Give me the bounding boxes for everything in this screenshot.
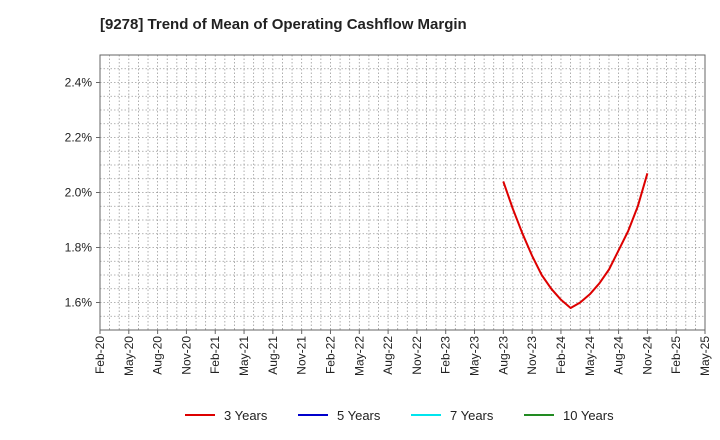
x-tick-label: May-21 bbox=[237, 336, 251, 376]
y-axis-ticks: 1.6% 1.8% 2.0% 2.2% 2.4% bbox=[65, 76, 100, 310]
x-tick-label: Feb-20 bbox=[93, 336, 107, 374]
x-tick-label: May-20 bbox=[122, 336, 136, 376]
legend-label-5-years: 5 Years bbox=[337, 408, 381, 423]
legend: 3 Years 5 Years 7 Years 10 Years bbox=[185, 408, 614, 423]
chart-title: [9278] Trend of Mean of Operating Cashfl… bbox=[100, 16, 467, 33]
x-tick-label: Feb-25 bbox=[669, 336, 683, 374]
x-tick-label: Aug-21 bbox=[266, 336, 280, 375]
x-tick-label: May-25 bbox=[698, 336, 712, 376]
x-tick-label: May-23 bbox=[468, 336, 482, 376]
x-tick-label: May-22 bbox=[352, 336, 366, 376]
y-tick-label: 1.8% bbox=[65, 241, 93, 255]
series-lines bbox=[502, 173, 649, 309]
x-tick-label: Aug-23 bbox=[496, 336, 510, 375]
legend-label-7-years: 7 Years bbox=[450, 408, 494, 423]
x-tick-label: Feb-23 bbox=[439, 336, 453, 374]
x-tick-label: Feb-24 bbox=[554, 336, 568, 374]
x-tick-label: May-24 bbox=[583, 336, 597, 376]
x-tick-label: Nov-22 bbox=[410, 336, 424, 375]
y-tick-label: 2.0% bbox=[65, 186, 93, 200]
x-tick-label: Aug-20 bbox=[151, 336, 165, 375]
x-axis-ticks: Feb-20 May-20 Aug-20 Nov-20 Feb-21 May-21 Aug-… bbox=[93, 330, 712, 376]
x-tick-label: Aug-24 bbox=[612, 336, 626, 375]
series-line-3-years bbox=[502, 173, 649, 309]
legend-label-10-years: 10 Years bbox=[563, 408, 614, 423]
grid-horizontal bbox=[100, 68, 705, 317]
y-tick-label: 2.2% bbox=[65, 131, 93, 145]
legend-label-3-years: 3 Years bbox=[224, 408, 268, 423]
x-tick-label: Nov-20 bbox=[179, 336, 193, 375]
x-tick-label: Feb-22 bbox=[323, 336, 337, 374]
x-tick-label: Nov-24 bbox=[640, 336, 654, 375]
x-tick-label: Aug-22 bbox=[381, 336, 395, 375]
y-tick-label: 2.4% bbox=[65, 76, 93, 90]
x-tick-label: Nov-23 bbox=[525, 336, 539, 375]
x-tick-label: Nov-21 bbox=[295, 336, 309, 375]
x-tick-label: Feb-21 bbox=[208, 336, 222, 374]
y-tick-label: 1.6% bbox=[65, 296, 93, 310]
